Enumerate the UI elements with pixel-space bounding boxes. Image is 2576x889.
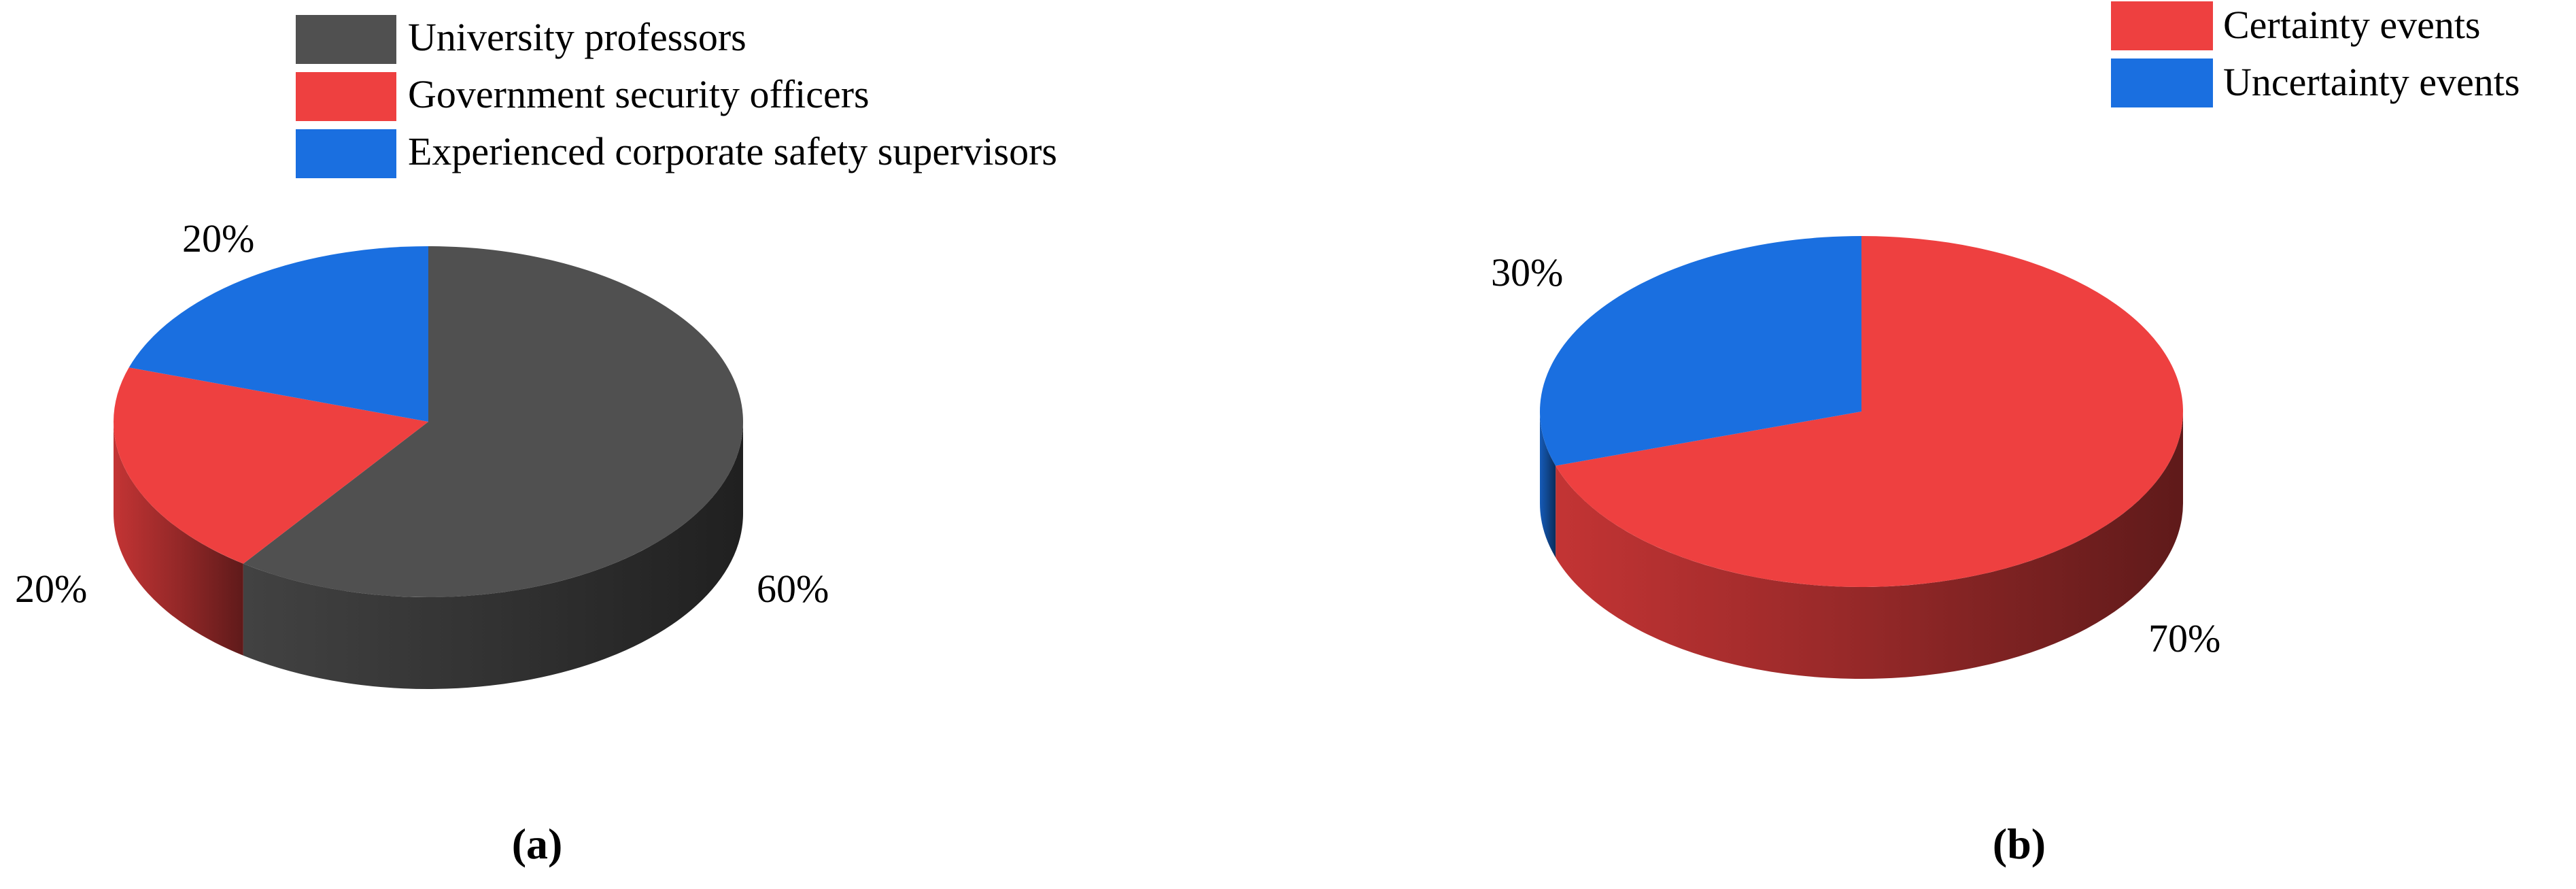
legend-label-corporate-safety-supervisors: Experienced corporate safety supervisors [408,129,1057,173]
subtitle-b: (b) [1993,820,2046,868]
legend-swatch-uncertainty-events [2111,58,2213,107]
legend-swatch-government-security-officers [296,72,396,121]
chart-b: Certainty events Uncertainty events 70% … [1491,1,2520,868]
legend-swatch-university-professors [296,15,396,64]
data-label-uncertainty-events: 30% [1491,250,1563,295]
pie-slice-uncertainty-events [1540,236,1861,466]
data-label-corporate-safety-supervisors: 20% [182,216,254,261]
pie-side-university-professors [243,422,743,689]
data-label-certainty-events: 70% [2148,616,2220,660]
pie-slice-certainty-events [1556,236,2184,588]
legend-b: Certainty events Uncertainty events [2111,1,2520,107]
subtitle-a: (a) [512,820,563,868]
legend-swatch-corporate-safety-supervisors [296,129,396,178]
legend-label-government-security-officers: Government security officers [408,72,870,116]
data-label-university-professors: 60% [757,567,829,611]
pie-side-government-security-officers [114,422,243,656]
legend-label-uncertainty-events: Uncertainty events [2223,60,2520,104]
pie-slice-university-professors [243,246,743,597]
chart-a: University professors Government securit… [15,15,1057,868]
pie-a [114,246,743,689]
pie-slice-experienced-corporate-safety-supervisors [128,246,428,422]
pie-slice-government-security-officers [114,367,428,564]
pie-side-uncertainty-events [1540,412,1556,558]
legend-label-certainty-events: Certainty events [2223,3,2481,47]
data-label-government-security-officers: 20% [15,567,87,611]
legend-swatch-certainty-events [2111,1,2213,50]
pie-b [1540,236,2184,679]
pie-side-certainty-events [1556,412,2183,679]
legend-a: University professors Government securit… [296,15,1057,178]
legend-label-university-professors: University professors [408,15,746,59]
